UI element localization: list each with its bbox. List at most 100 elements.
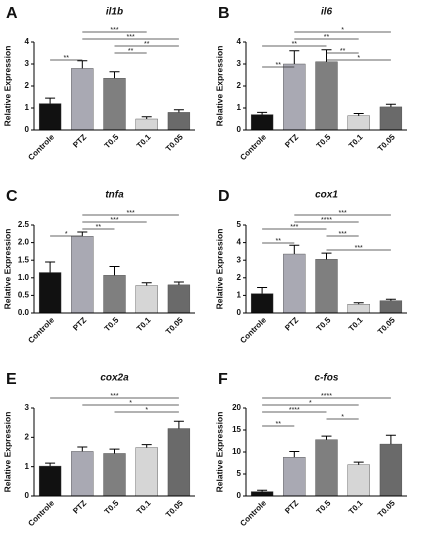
y-tick-label: 4 xyxy=(25,37,30,46)
x-tick-label: PTZ xyxy=(283,315,300,332)
bar xyxy=(71,68,94,131)
panel-title: il6 xyxy=(321,7,333,18)
error-bar xyxy=(321,252,332,260)
bar xyxy=(347,115,370,131)
bar xyxy=(103,453,126,497)
x-tick-label: T0.5 xyxy=(315,315,333,333)
error-bar xyxy=(385,434,396,445)
bar xyxy=(347,304,370,314)
y-tick-label: 10 xyxy=(232,447,241,456)
error-bar xyxy=(141,444,152,448)
x-tick-label: T0.1 xyxy=(135,498,153,516)
significance-label: ** xyxy=(144,41,150,48)
panel-title: cox1 xyxy=(315,190,338,201)
y-tick-label: 3 xyxy=(25,59,30,68)
x-tick-label: Controle xyxy=(26,498,56,528)
error-bar xyxy=(289,244,300,255)
panel-letter: F xyxy=(218,371,228,388)
significance-label: ** xyxy=(292,41,298,48)
y-tick-label: 0 xyxy=(237,491,242,500)
y-tick-label: 0 xyxy=(25,125,30,134)
significance-label: ** xyxy=(324,34,330,41)
significance-label: ** xyxy=(275,421,281,428)
x-tick-label: Controle xyxy=(238,498,268,528)
error-bar xyxy=(109,71,120,79)
x-tick-label: PTZ xyxy=(71,498,88,515)
y-tick-label: 4 xyxy=(237,37,242,46)
x-tick-label: T0.1 xyxy=(135,132,153,150)
significance-label: ** xyxy=(275,62,281,69)
y-tick-label: 0 xyxy=(237,125,242,134)
error-bar xyxy=(353,302,364,305)
significance-label: *** xyxy=(110,217,118,224)
y-tick-label: 0.0 xyxy=(18,308,30,317)
y-tick-label: 2.5 xyxy=(18,220,30,229)
bar xyxy=(315,439,338,497)
significance-label: *** xyxy=(127,34,135,41)
bar xyxy=(135,118,158,131)
error-bar xyxy=(45,462,56,467)
y-tick-label: 5 xyxy=(237,469,242,478)
y-tick-label: 1 xyxy=(25,462,30,471)
significance-label: * xyxy=(65,231,68,238)
bar xyxy=(347,464,370,497)
y-axis-label: Relative Expression xyxy=(2,229,12,310)
error-bar xyxy=(109,266,120,276)
bar xyxy=(103,275,126,314)
x-tick-label: Controle xyxy=(238,315,268,345)
error-bar xyxy=(173,420,184,429)
error-bar xyxy=(321,435,332,440)
significance-label: ** xyxy=(340,48,346,55)
panel-letter: B xyxy=(218,5,230,22)
bar xyxy=(135,447,158,497)
error-bar xyxy=(257,286,268,294)
bar xyxy=(167,284,191,314)
bar xyxy=(250,114,274,131)
x-tick-label: T0.5 xyxy=(103,132,121,150)
x-tick-label: T0.05 xyxy=(376,132,397,153)
error-bar xyxy=(353,461,364,465)
x-tick-label: T0.05 xyxy=(164,132,185,153)
y-tick-label: 2 xyxy=(237,81,242,90)
y-tick-label: 1 xyxy=(25,103,30,112)
x-tick-label: T0.1 xyxy=(347,315,365,333)
error-bar xyxy=(173,281,184,285)
bar xyxy=(38,103,62,131)
significance-label: * xyxy=(341,414,344,421)
bar xyxy=(167,428,191,497)
y-tick-label: 15 xyxy=(232,425,241,434)
x-tick-label: PTZ xyxy=(283,132,300,149)
x-tick-label: T0.5 xyxy=(315,132,333,150)
bar xyxy=(71,236,94,314)
significance-label: *** xyxy=(127,210,135,217)
bar xyxy=(38,272,62,314)
x-tick-label: Controle xyxy=(26,132,56,162)
x-tick-label: T0.05 xyxy=(164,315,185,336)
significance-label: * xyxy=(145,407,148,414)
x-tick-label: T0.5 xyxy=(103,315,121,333)
panel-letter: A xyxy=(6,5,18,22)
y-axis-label: Relative Expression xyxy=(214,229,224,310)
bar xyxy=(283,253,306,314)
panel-title: il1b xyxy=(106,7,123,18)
x-tick-label: T0.1 xyxy=(347,498,365,516)
bar xyxy=(250,293,274,314)
error-bar xyxy=(289,50,300,64)
significance-label: ** xyxy=(275,238,281,245)
y-tick-label: 1.0 xyxy=(18,273,30,282)
y-tick-label: 20 xyxy=(232,403,241,412)
error-bar xyxy=(173,109,184,113)
y-tick-label: 2.0 xyxy=(18,238,30,247)
error-bar xyxy=(77,231,88,237)
y-tick-label: 1.5 xyxy=(18,255,30,264)
significance-label: ** xyxy=(96,224,102,231)
y-tick-label: 0.5 xyxy=(18,291,30,300)
bar xyxy=(379,300,403,314)
